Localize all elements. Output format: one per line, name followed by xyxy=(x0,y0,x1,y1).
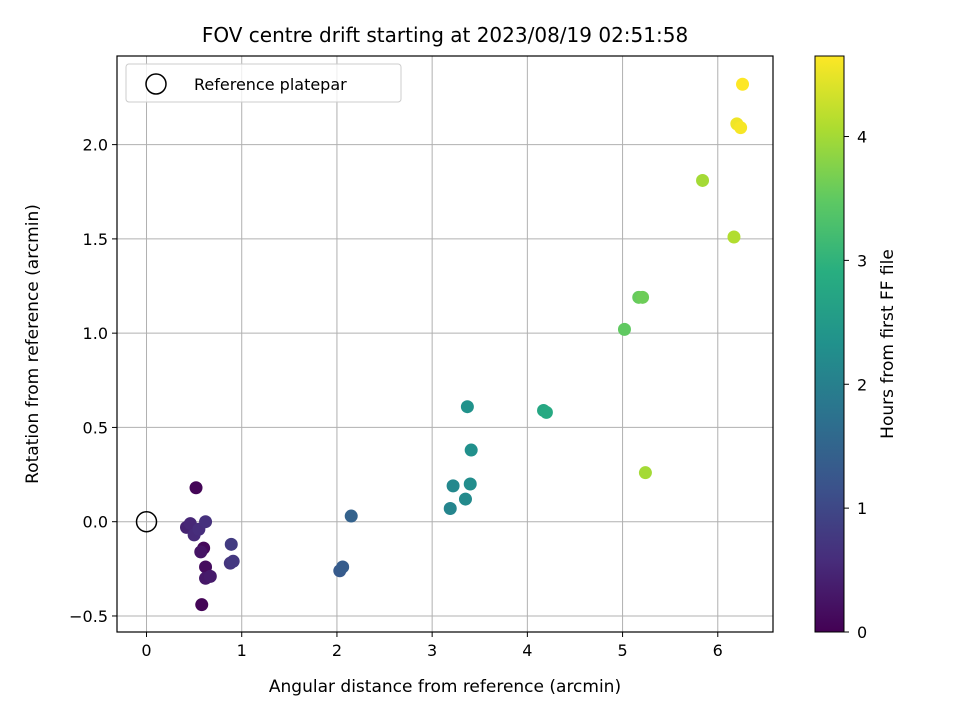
x-axis-label: Angular distance from reference (arcmin) xyxy=(269,677,621,697)
x-tick-label: 6 xyxy=(713,641,723,660)
data-point xyxy=(463,477,477,491)
colorbar-tick-label: 2 xyxy=(857,375,867,394)
y-tick-label: 0.5 xyxy=(83,418,108,437)
x-tick-label: 3 xyxy=(427,641,437,660)
colorbar-tick-label: 0 xyxy=(857,623,867,642)
data-point xyxy=(443,502,457,516)
colorbar-gradient xyxy=(814,55,845,633)
data-point xyxy=(696,173,710,187)
reference-marker xyxy=(135,510,158,533)
chart-title: FOV centre drift starting at 2023/08/19 … xyxy=(202,23,688,47)
y-axis-label: Rotation from reference (arcmin) xyxy=(23,204,43,484)
colorbar-tick-label: 1 xyxy=(857,499,867,518)
colorbar-tick-label: 3 xyxy=(857,251,867,270)
y-tick-label: 1.5 xyxy=(83,230,108,249)
data-point xyxy=(336,560,350,574)
x-tick-label: 2 xyxy=(332,641,342,660)
data-point xyxy=(539,405,553,419)
y-tick-label: 2.0 xyxy=(83,136,108,155)
data-points xyxy=(180,77,750,612)
data-point xyxy=(189,481,203,495)
legend-reference-label: Reference platepar xyxy=(194,75,347,94)
colorbar-ticks: 0 1 2 3 4 xyxy=(844,128,867,642)
data-point xyxy=(617,322,631,336)
y-tick-label: 0.0 xyxy=(83,513,108,532)
colorbar-tick-label: 4 xyxy=(857,128,867,147)
data-point xyxy=(734,121,748,135)
legend: Reference platepar xyxy=(125,63,402,103)
data-point xyxy=(460,400,474,414)
legend-box xyxy=(125,63,402,103)
x-tick-label: 0 xyxy=(141,641,151,660)
data-point xyxy=(203,569,217,583)
plot-frame xyxy=(116,55,774,633)
data-point xyxy=(727,230,741,244)
data-point xyxy=(638,466,652,480)
y-tick-label: −0.5 xyxy=(69,607,108,626)
data-point xyxy=(224,537,238,551)
legend-reference-icon xyxy=(145,73,167,95)
data-point xyxy=(458,492,472,506)
data-point xyxy=(199,515,213,529)
x-tick-label: 4 xyxy=(522,641,532,660)
data-point xyxy=(195,598,209,612)
x-axis: 0 1 2 3 4 5 6 xyxy=(141,632,723,660)
data-point xyxy=(226,554,240,568)
data-point xyxy=(464,443,478,457)
data-point xyxy=(636,290,650,304)
x-tick-label: 1 xyxy=(237,641,247,660)
colorbar-label: Hours from first FF file xyxy=(878,249,898,439)
data-point xyxy=(344,509,358,523)
y-axis: −0.5 0.0 0.5 1.0 1.5 2.0 xyxy=(69,136,117,626)
colorbar: 0 1 2 3 4 Hours from first FF file xyxy=(814,55,898,642)
data-point xyxy=(736,77,750,91)
data-point xyxy=(194,545,208,559)
y-tick-label: 1.0 xyxy=(83,324,108,343)
x-tick-label: 5 xyxy=(617,641,627,660)
data-point xyxy=(446,479,460,493)
grid-lines xyxy=(117,56,773,632)
